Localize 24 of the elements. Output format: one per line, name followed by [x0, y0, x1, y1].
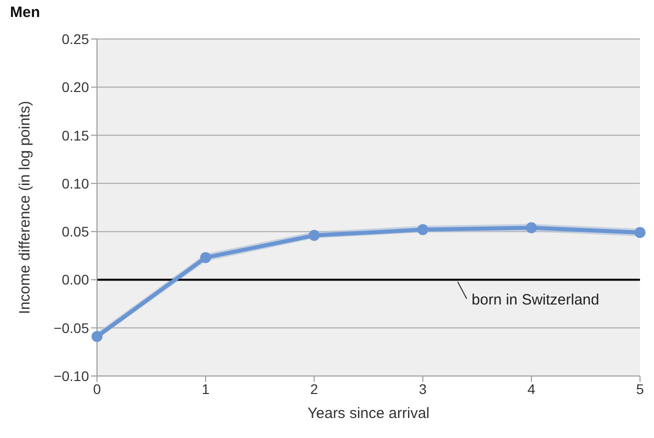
y-tick-label: −0.05: [54, 320, 90, 336]
x-tick-label: 3: [418, 380, 427, 397]
y-tick-label: 0.05: [62, 224, 90, 240]
y-axis-title: Income difference (in log points): [16, 100, 34, 314]
x-tick-label: 1: [202, 380, 210, 397]
point: [92, 331, 102, 342]
point: [634, 227, 646, 238]
x-tick-label: 2: [310, 380, 318, 397]
y-tick-label: −0.10: [54, 368, 90, 384]
x-axis-title: Years since arrival: [308, 405, 430, 422]
y-tick-label: 0.20: [62, 79, 90, 96]
y-tick-label: 0.25: [62, 30, 90, 47]
point: [308, 230, 320, 241]
y-tick-label: 0.15: [62, 127, 90, 144]
x-tick-label: 5: [636, 380, 644, 397]
x-tick-label: 0: [93, 380, 102, 397]
y-tick-label: 0.10: [62, 175, 90, 192]
point: [200, 252, 212, 264]
chart-title: Men: [10, 4, 40, 21]
y-tick-label: 0.00: [62, 272, 90, 288]
point: [417, 224, 428, 236]
ref-line-label: born in Switzerland: [472, 292, 600, 309]
x-tick-label: 4: [528, 380, 536, 397]
point: [526, 222, 537, 234]
